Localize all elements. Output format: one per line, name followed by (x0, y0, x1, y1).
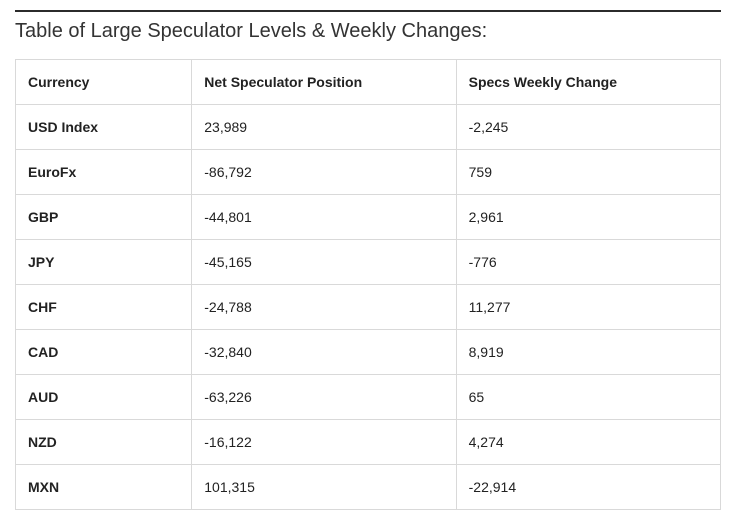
speculator-table: Currency Net Speculator Position Specs W… (15, 59, 721, 510)
change-cell: 65 (456, 375, 720, 420)
change-cell: -22,914 (456, 465, 720, 510)
position-cell: 101,315 (192, 465, 456, 510)
position-cell: -45,165 (192, 240, 456, 285)
change-cell: -776 (456, 240, 720, 285)
column-header-change: Specs Weekly Change (456, 60, 720, 105)
change-cell: -2,245 (456, 105, 720, 150)
table-header-row: Currency Net Speculator Position Specs W… (16, 60, 721, 105)
change-cell: 4,274 (456, 420, 720, 465)
page-title: Table of Large Speculator Levels & Weekl… (15, 20, 721, 43)
table-row: CHF -24,788 11,277 (16, 285, 721, 330)
currency-cell: CHF (16, 285, 192, 330)
currency-cell: GBP (16, 195, 192, 240)
change-cell: 759 (456, 150, 720, 195)
table-row: CAD -32,840 8,919 (16, 330, 721, 375)
change-cell: 11,277 (456, 285, 720, 330)
position-cell: -86,792 (192, 150, 456, 195)
currency-cell: JPY (16, 240, 192, 285)
table-row: NZD -16,122 4,274 (16, 420, 721, 465)
position-cell: -16,122 (192, 420, 456, 465)
position-cell: 23,989 (192, 105, 456, 150)
currency-cell: CAD (16, 330, 192, 375)
table-row: EuroFx -86,792 759 (16, 150, 721, 195)
table-row: JPY -45,165 -776 (16, 240, 721, 285)
column-header-position: Net Speculator Position (192, 60, 456, 105)
table-row: GBP -44,801 2,961 (16, 195, 721, 240)
column-header-currency: Currency (16, 60, 192, 105)
table-row: USD Index 23,989 -2,245 (16, 105, 721, 150)
position-cell: -32,840 (192, 330, 456, 375)
change-cell: 2,961 (456, 195, 720, 240)
position-cell: -63,226 (192, 375, 456, 420)
currency-cell: USD Index (16, 105, 192, 150)
position-cell: -44,801 (192, 195, 456, 240)
currency-cell: EuroFx (16, 150, 192, 195)
currency-cell: AUD (16, 375, 192, 420)
top-rule (15, 10, 721, 12)
currency-cell: NZD (16, 420, 192, 465)
table-row: AUD -63,226 65 (16, 375, 721, 420)
currency-cell: MXN (16, 465, 192, 510)
position-cell: -24,788 (192, 285, 456, 330)
change-cell: 8,919 (456, 330, 720, 375)
table-row: MXN 101,315 -22,914 (16, 465, 721, 510)
